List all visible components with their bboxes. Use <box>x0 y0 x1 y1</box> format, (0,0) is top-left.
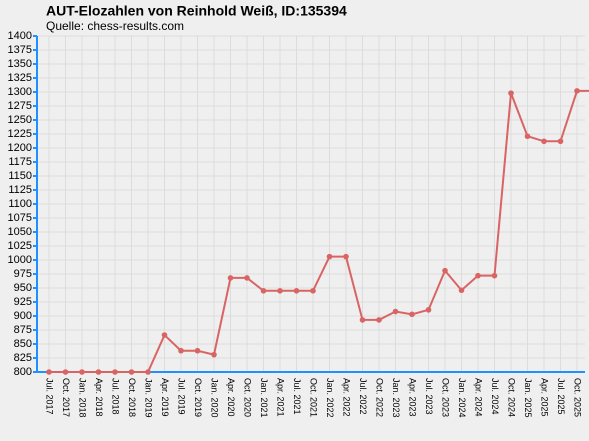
data-point <box>128 369 135 375</box>
x-tick-label: Jul. 2023 <box>424 378 434 415</box>
data-point <box>541 138 547 145</box>
y-tick-label: 875 <box>14 324 32 336</box>
data-point <box>359 317 366 323</box>
data-point <box>458 287 465 294</box>
y-tick-label: 1025 <box>8 240 32 252</box>
y-tick-label: 1150 <box>8 170 32 182</box>
x-tick-label: Oct. 2019 <box>193 378 203 417</box>
x-tick-label: Jan. 2023 <box>391 378 401 418</box>
data-point <box>475 272 481 279</box>
y-tick-label: 1250 <box>8 114 32 126</box>
x-tick-label: Jul. 2017 <box>45 378 55 415</box>
x-tick-label: Apr. 2020 <box>226 378 236 417</box>
y-tick-label: 1075 <box>8 212 32 224</box>
y-tick-label: 1175 <box>8 156 32 168</box>
x-tick-label: Jan. 2018 <box>78 378 88 418</box>
data-point <box>557 138 564 145</box>
x-tick-label: Jan. 2021 <box>259 378 269 418</box>
x-tick-label: Apr. 2025 <box>540 378 550 417</box>
x-tick-label: Jan. 2019 <box>144 378 154 418</box>
data-point <box>194 347 201 354</box>
series-line <box>49 89 589 373</box>
chart-title: AUT-Elozahlen von Reinhold Weiß, ID:1353… <box>46 3 347 19</box>
data-point <box>244 275 250 281</box>
x-tick-label: Oct. 2024 <box>507 378 517 417</box>
y-tick-label: 1275 <box>8 100 32 112</box>
x-tick-label: Apr. 2019 <box>160 378 170 417</box>
data-point <box>79 369 85 375</box>
x-tick-label: Jul. 2024 <box>490 378 500 415</box>
x-tick-label: Oct. 2020 <box>243 378 253 417</box>
data-point <box>46 369 52 375</box>
data-point <box>211 351 217 358</box>
x-tick-label: Oct. 2025 <box>573 378 583 417</box>
data-point <box>178 347 184 354</box>
y-tick-label: 950 <box>14 282 32 294</box>
data-point <box>343 253 349 260</box>
x-tick-label: Jul. 2019 <box>177 378 187 415</box>
y-tick-label: 925 <box>14 296 32 308</box>
x-tick-label: Apr. 2022 <box>342 378 352 417</box>
y-tick-label: 1000 <box>8 254 32 266</box>
x-tick-label: Jul. 2018 <box>111 378 121 415</box>
data-point <box>310 288 316 294</box>
data-point <box>425 307 432 313</box>
data-point <box>524 133 531 140</box>
x-tick-label: Jul. 2022 <box>358 378 368 415</box>
data-point <box>260 288 267 294</box>
data-point <box>376 317 382 323</box>
y-tick-label: 1300 <box>8 86 32 98</box>
chart-subtitle: Quelle: chess-results.com <box>46 19 184 33</box>
y-tick-label: 1375 <box>8 44 32 56</box>
x-tick-label: Oct. 2023 <box>441 378 451 417</box>
data-point <box>62 369 69 375</box>
y-tick-label: 1350 <box>8 58 32 70</box>
y-tick-label: 1325 <box>8 72 32 84</box>
data-point <box>112 369 118 375</box>
data-point <box>277 288 283 294</box>
y-tick-label: 1400 <box>8 30 32 42</box>
data-point <box>409 311 415 318</box>
x-tick-label: Apr. 2023 <box>408 378 418 417</box>
data-point <box>491 272 498 279</box>
x-tick-label: Apr. 2021 <box>276 378 286 417</box>
data-point <box>326 253 333 260</box>
data-point <box>161 332 168 338</box>
y-tick-label: 800 <box>14 366 32 378</box>
data-point <box>574 88 580 94</box>
x-tick-label: Oct. 2017 <box>61 378 71 417</box>
data-point <box>227 275 234 281</box>
x-tick-label: Oct. 2018 <box>127 378 137 417</box>
x-tick-label: Jul. 2025 <box>556 378 566 415</box>
data-point <box>293 288 300 294</box>
x-tick-label: Apr. 2024 <box>474 378 484 417</box>
y-tick-label: 825 <box>14 352 32 364</box>
data-point <box>145 369 151 375</box>
x-tick-label: Oct. 2022 <box>375 378 385 417</box>
y-tick-label: 1100 <box>8 198 32 210</box>
x-tick-label: Jan. 2020 <box>210 378 220 418</box>
data-point <box>392 308 399 315</box>
y-tick-label: 850 <box>14 338 32 350</box>
data-point <box>508 90 514 96</box>
y-tick-label: 975 <box>14 268 32 280</box>
x-tick-label: Apr. 2018 <box>94 378 104 417</box>
x-tick-label: Jan. 2025 <box>523 378 533 418</box>
x-tick-label: Jul. 2021 <box>292 378 302 415</box>
x-tick-label: Jan. 2022 <box>325 378 335 418</box>
y-tick-label: 900 <box>14 310 32 322</box>
y-tick-label: 1125 <box>8 184 32 196</box>
y-tick-label: 1200 <box>8 142 32 154</box>
data-point <box>95 369 102 375</box>
data-point <box>442 267 448 274</box>
x-tick-label: Jan. 2024 <box>457 378 467 418</box>
y-tick-label: 1225 <box>8 128 32 140</box>
x-tick-label: Oct. 2021 <box>309 378 319 417</box>
y-tick-label: 1050 <box>8 226 32 238</box>
